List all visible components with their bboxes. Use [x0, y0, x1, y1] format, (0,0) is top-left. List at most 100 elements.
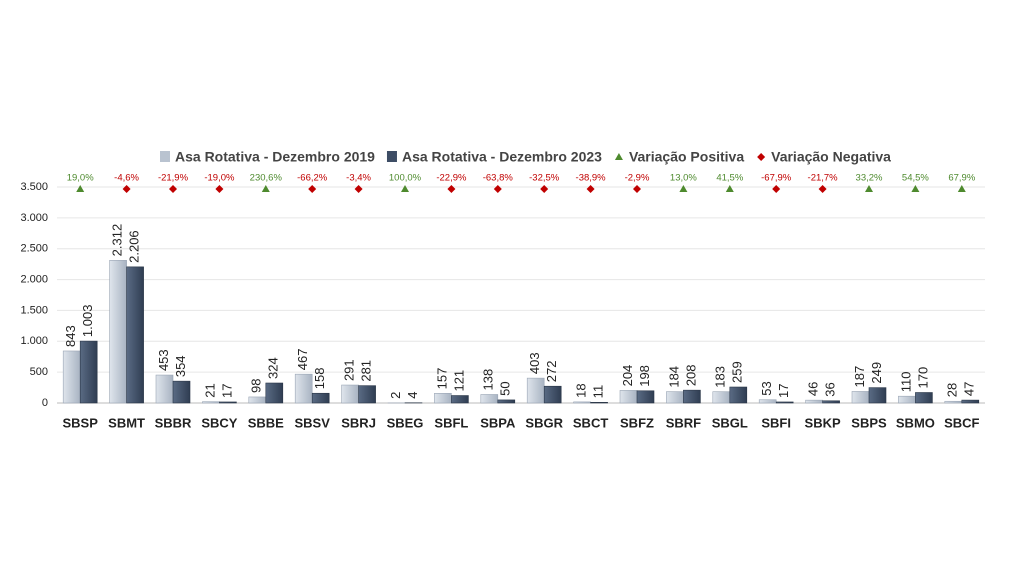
x-tick-label: SBPA — [480, 415, 516, 430]
legend-label: Variação Positiva — [629, 149, 744, 165]
bar — [729, 386, 748, 404]
variation-marker — [725, 185, 734, 192]
value-label: 208 — [683, 364, 698, 386]
value-label: 843 — [63, 325, 78, 347]
variation-marker — [614, 153, 623, 160]
value-label: 11 — [591, 385, 606, 399]
value-label: 157 — [434, 368, 449, 390]
value-label: 17 — [776, 383, 791, 397]
bar — [172, 380, 191, 404]
bar — [526, 377, 545, 404]
bar — [915, 392, 933, 404]
x-tick-label: SBGR — [525, 415, 563, 430]
value-label: 2.312 — [110, 224, 125, 257]
bar — [248, 396, 267, 404]
value-label: 1.003 — [80, 305, 95, 338]
bar — [109, 260, 127, 404]
bar — [126, 266, 144, 404]
bar — [775, 401, 794, 404]
variation-marker — [757, 153, 766, 161]
variation-label: -38,9% — [576, 173, 607, 184]
y-tick-label: 2.500 — [20, 243, 48, 255]
variation-marker — [633, 185, 641, 193]
value-label: 110 — [898, 371, 913, 392]
legend-label: Variação Negativa — [771, 149, 891, 165]
value-label: 47 — [962, 382, 977, 396]
value-label: 403 — [527, 352, 542, 374]
variation-marker — [122, 185, 131, 193]
x-tick-label: SBCY — [201, 415, 237, 430]
bar — [868, 387, 887, 404]
value-label: 138 — [481, 369, 496, 391]
variation-marker — [308, 185, 317, 193]
variation-label: -21,7% — [808, 173, 839, 184]
legend-label: Asa Rotativa - Dezembro 2023 — [402, 149, 602, 165]
bar — [202, 401, 220, 404]
legend-swatch — [386, 151, 397, 162]
y-tick-label: 2.000 — [20, 273, 48, 285]
variation-label: -3,4% — [346, 173, 371, 184]
bar — [358, 385, 376, 404]
bar — [62, 350, 81, 404]
x-tick-label: SBFI — [761, 415, 791, 430]
variation-marker — [169, 185, 177, 193]
x-tick-label: SBSV — [294, 415, 330, 430]
x-tick-label: SBGL — [712, 415, 748, 430]
bar — [573, 401, 591, 404]
variation-label: -22,9% — [436, 173, 467, 184]
y-tick-label: 1.500 — [20, 304, 48, 316]
y-tick-label: 3.000 — [20, 212, 48, 224]
variation-label: 54,5% — [902, 173, 929, 184]
value-label: 28 — [945, 383, 960, 397]
variation-marker — [261, 185, 270, 192]
bar — [219, 401, 237, 404]
value-label: 50 — [498, 381, 513, 395]
variation-label: -4,6% — [114, 173, 139, 184]
value-label: 291 — [342, 359, 357, 381]
bar — [805, 399, 823, 404]
value-label: 170 — [915, 367, 930, 389]
value-label: 2.206 — [127, 230, 142, 263]
bar — [451, 395, 469, 404]
value-label: 4 — [405, 392, 420, 399]
variation-label: 41,5% — [716, 173, 743, 184]
variation-label: 13,0% — [670, 173, 697, 184]
variation-label: -2,9% — [625, 173, 650, 184]
variation-marker — [586, 185, 595, 193]
x-tick-label: SBCT — [573, 415, 608, 430]
value-label: 46 — [806, 382, 821, 396]
variation-label: -21,9% — [158, 173, 189, 184]
value-label: 21 — [202, 383, 217, 397]
value-label: 121 — [451, 370, 466, 392]
variation-marker — [76, 185, 85, 192]
x-tick-label: SBBR — [155, 415, 192, 430]
x-tick-label: SBFZ — [620, 415, 654, 430]
value-label: 17 — [219, 383, 234, 397]
value-label: 2 — [388, 392, 403, 399]
bar — [851, 391, 870, 404]
variation-marker — [818, 185, 827, 193]
bar — [265, 382, 284, 404]
bar — [822, 400, 840, 404]
bar — [341, 384, 359, 404]
value-label: 184 — [666, 366, 681, 388]
x-tick-label: SBPS — [851, 415, 887, 430]
bar — [480, 394, 499, 404]
variation-marker — [679, 185, 688, 192]
bar — [497, 399, 516, 404]
x-tick-label: SBRJ — [341, 415, 376, 430]
x-tick-label: SBKP — [805, 415, 841, 430]
value-label: 98 — [249, 378, 264, 392]
bar — [758, 399, 777, 404]
x-tick-label: SBRF — [666, 415, 701, 430]
bar — [898, 395, 916, 404]
value-label: 53 — [759, 381, 774, 395]
bar — [79, 340, 98, 404]
bar — [712, 391, 731, 404]
y-tick-label: 3.500 — [20, 181, 48, 193]
variation-label: -32,5% — [529, 173, 560, 184]
value-label: 18 — [574, 383, 589, 397]
variation-label: -63,8% — [483, 173, 514, 184]
value-label: 354 — [173, 355, 188, 377]
